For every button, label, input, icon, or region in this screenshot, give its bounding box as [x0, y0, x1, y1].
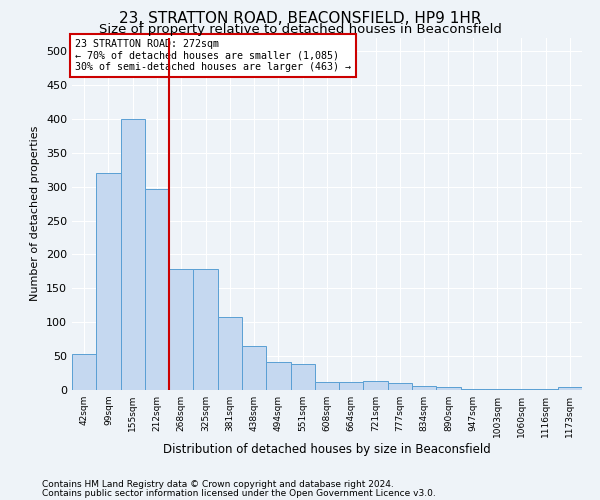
Y-axis label: Number of detached properties: Number of detached properties — [31, 126, 40, 302]
Text: 23, STRATTON ROAD, BEACONSFIELD, HP9 1HR: 23, STRATTON ROAD, BEACONSFIELD, HP9 1HR — [119, 11, 481, 26]
Bar — [193, 270, 218, 390]
Bar — [388, 383, 412, 390]
Bar — [412, 386, 436, 390]
Bar — [218, 318, 242, 390]
X-axis label: Distribution of detached houses by size in Beaconsfield: Distribution of detached houses by size … — [163, 442, 491, 456]
Bar — [169, 270, 193, 390]
Text: Contains HM Land Registry data © Crown copyright and database right 2024.: Contains HM Land Registry data © Crown c… — [42, 480, 394, 489]
Text: 23 STRATTON ROAD: 272sqm
← 70% of detached houses are smaller (1,085)
30% of sem: 23 STRATTON ROAD: 272sqm ← 70% of detach… — [74, 40, 350, 72]
Text: Size of property relative to detached houses in Beaconsfield: Size of property relative to detached ho… — [98, 22, 502, 36]
Bar — [96, 173, 121, 390]
Bar — [290, 364, 315, 390]
Bar — [364, 380, 388, 390]
Bar — [121, 119, 145, 390]
Bar — [461, 388, 485, 390]
Bar — [266, 362, 290, 390]
Bar — [315, 382, 339, 390]
Bar — [72, 354, 96, 390]
Bar — [339, 382, 364, 390]
Bar — [145, 188, 169, 390]
Bar — [242, 346, 266, 390]
Bar — [436, 386, 461, 390]
Bar — [558, 388, 582, 390]
Text: Contains public sector information licensed under the Open Government Licence v3: Contains public sector information licen… — [42, 488, 436, 498]
